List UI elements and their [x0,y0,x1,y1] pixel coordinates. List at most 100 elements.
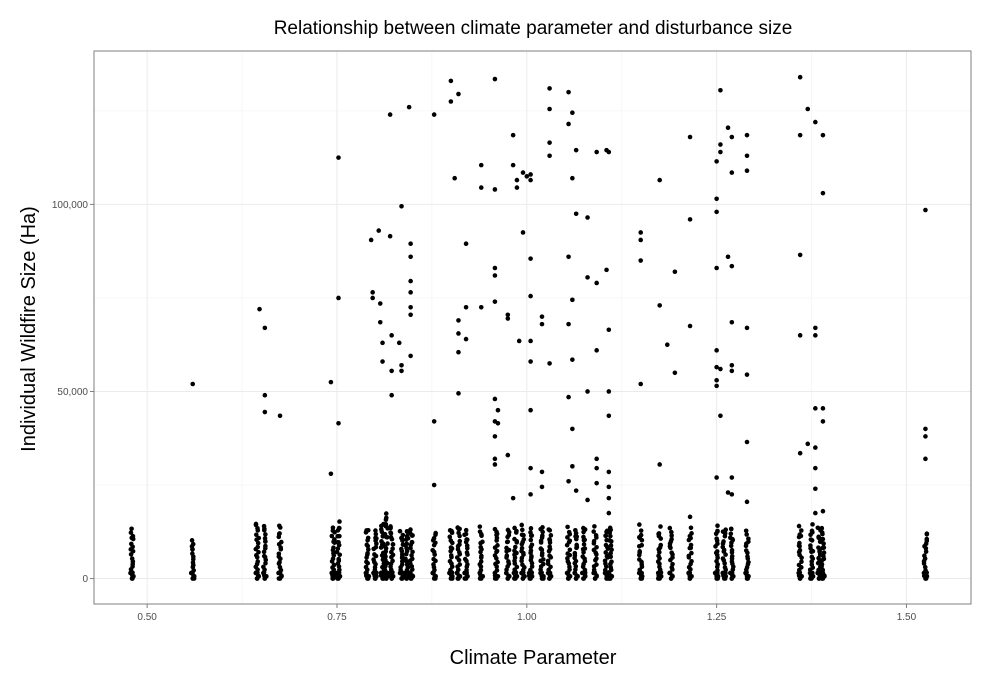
data-point [448,545,454,550]
data-point [131,574,136,579]
data-point [410,574,416,579]
chart-title: Relationship between climate parameter a… [274,18,793,39]
data-point [385,574,391,579]
data-point [463,531,469,537]
data-point [718,149,723,155]
data-point [813,333,818,338]
data-point [277,413,283,419]
data-point [256,549,261,555]
data-point [478,162,484,168]
data-points [128,74,930,581]
data-point [687,323,693,329]
data-point [262,409,268,415]
data-point [547,140,552,145]
data-point [261,549,267,555]
data-point [714,377,719,383]
data-point [714,159,719,164]
data-point [813,406,818,411]
data-point [334,549,340,555]
data-point [406,104,412,110]
data-point [570,110,575,116]
data-point [492,526,498,532]
data-point [373,531,379,537]
data-point [594,456,599,462]
data-point [370,290,375,295]
data-point [603,550,609,555]
data-point [464,537,470,542]
data-point [637,522,642,527]
data-point [813,445,818,450]
data-point [922,553,927,559]
data-point [714,549,720,554]
data-point [564,570,570,576]
data-point [572,570,577,576]
data-point [514,574,520,579]
data-point [462,556,468,562]
data-point [407,570,413,576]
data-point [512,536,517,542]
data-point [581,542,587,547]
data-point [820,406,826,411]
data-point [746,559,751,565]
data-point [715,523,720,528]
data-point [816,534,821,540]
data-point [505,312,511,318]
data-point [457,538,463,544]
data-point [463,304,469,310]
data-point [609,559,614,565]
data-point [519,570,524,576]
data-point [573,211,579,217]
x-tick-label: 0.75 [327,612,347,623]
data-point [725,254,731,260]
data-point [744,499,750,505]
data-point [594,562,599,567]
data-point [545,570,551,576]
data-point [570,357,575,362]
data-point [448,99,454,104]
data-point [796,570,801,576]
data-point [580,554,586,559]
data-point [594,574,599,579]
data-point [799,574,804,579]
data-point [364,542,370,548]
data-point [810,574,816,579]
data-point [390,546,395,552]
data-point [526,570,532,576]
data-point [376,228,382,233]
data-point [670,574,675,579]
data-point [408,290,413,295]
data-point [332,537,337,542]
data-point [689,558,694,564]
data-point [512,544,518,550]
data-point [743,570,748,576]
data-point [528,338,533,344]
data-point [528,492,533,497]
data-point [714,475,719,480]
data-point [688,525,694,531]
data-point [582,574,588,579]
data-point [399,203,404,209]
data-point [254,532,259,538]
data-point [399,559,405,564]
data-point [261,570,266,576]
y-tick-label: 50,000 [57,387,88,398]
data-point [528,407,533,413]
data-point [638,528,644,533]
data-point [722,565,728,570]
data-point [606,149,612,155]
data-point [656,553,661,559]
data-point [813,119,818,125]
data-point [450,574,455,579]
data-point [567,574,573,579]
data-point [565,535,570,540]
data-point [924,574,930,579]
data-point [390,558,395,564]
data-point [328,471,334,477]
data-point [809,554,815,560]
data-point [387,112,393,117]
data-point [604,267,609,273]
data-point [638,230,644,235]
data-point [819,570,824,576]
data-point [921,570,927,576]
data-point [566,529,572,535]
